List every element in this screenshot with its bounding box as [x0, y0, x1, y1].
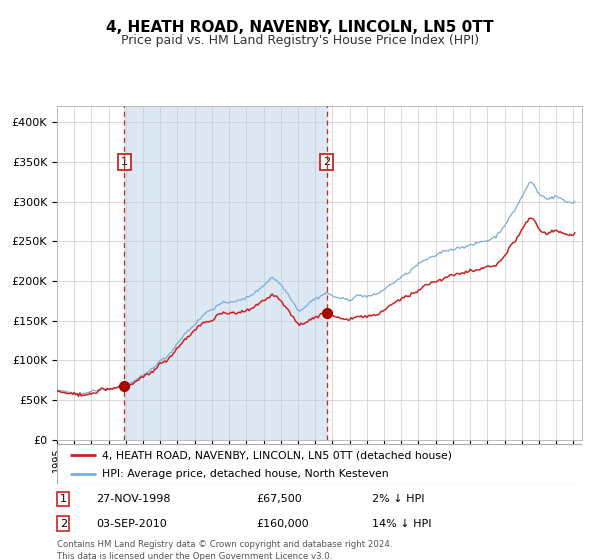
- Text: 4, HEATH ROAD, NAVENBY, LINCOLN, LN5 0TT (detached house): 4, HEATH ROAD, NAVENBY, LINCOLN, LN5 0TT…: [101, 450, 452, 460]
- Text: Price paid vs. HM Land Registry's House Price Index (HPI): Price paid vs. HM Land Registry's House …: [121, 34, 479, 46]
- Text: £67,500: £67,500: [257, 494, 302, 504]
- Text: 03-SEP-2010: 03-SEP-2010: [97, 519, 167, 529]
- Text: HPI: Average price, detached house, North Kesteven: HPI: Average price, detached house, Nort…: [101, 469, 388, 479]
- Text: Contains HM Land Registry data © Crown copyright and database right 2024.
This d: Contains HM Land Registry data © Crown c…: [57, 540, 392, 560]
- Text: 2: 2: [323, 157, 330, 167]
- Text: 1: 1: [60, 494, 67, 504]
- Text: 2% ↓ HPI: 2% ↓ HPI: [372, 494, 425, 504]
- Text: 14% ↓ HPI: 14% ↓ HPI: [372, 519, 431, 529]
- Bar: [124, 106, 327, 440]
- Text: 1: 1: [121, 157, 128, 167]
- Text: 27-NOV-1998: 27-NOV-1998: [97, 494, 171, 504]
- Text: 4, HEATH ROAD, NAVENBY, LINCOLN, LN5 0TT: 4, HEATH ROAD, NAVENBY, LINCOLN, LN5 0TT: [106, 20, 494, 35]
- Text: 2: 2: [60, 519, 67, 529]
- Text: £160,000: £160,000: [257, 519, 309, 529]
